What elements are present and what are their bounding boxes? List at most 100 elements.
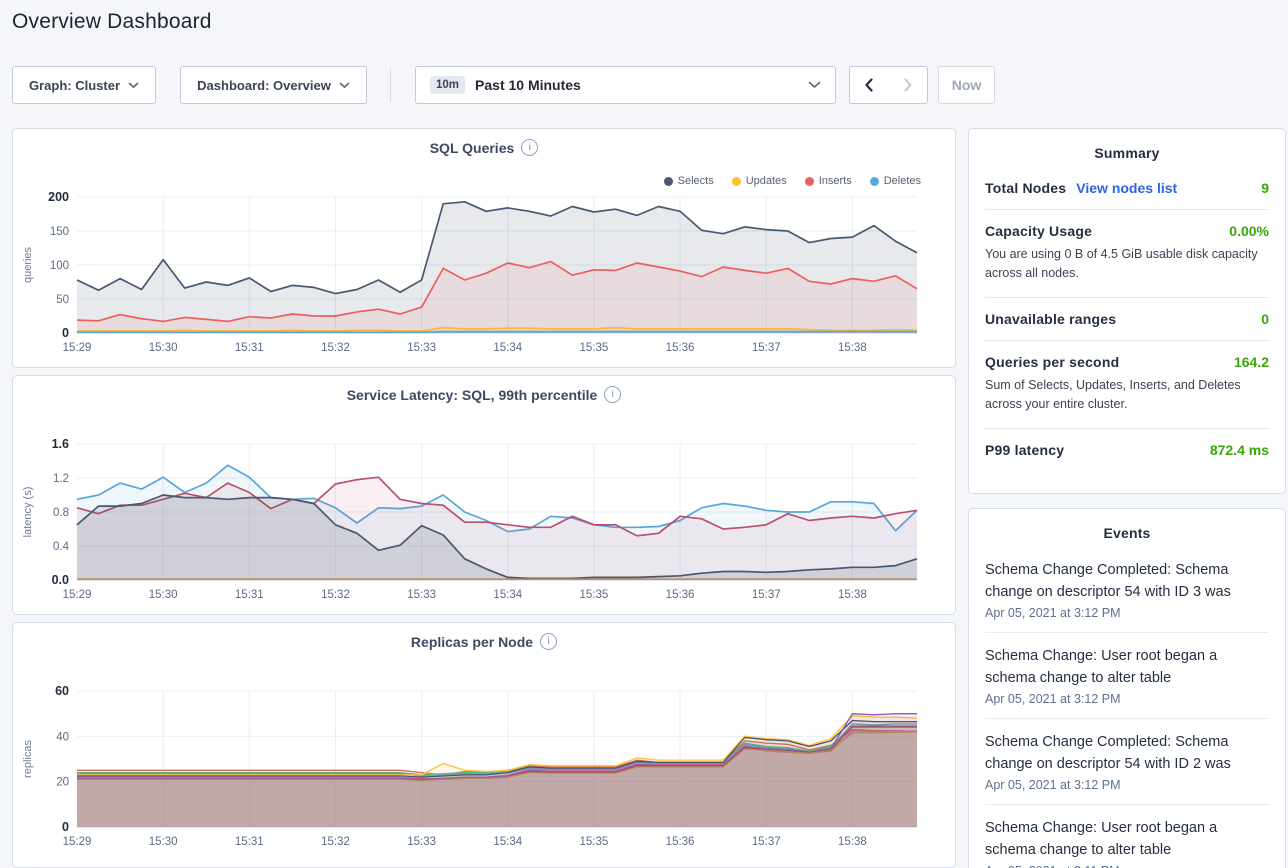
svg-text:15:34: 15:34 bbox=[493, 589, 522, 601]
graph-dropdown[interactable]: Graph: Cluster bbox=[12, 66, 156, 104]
svg-text:15:37: 15:37 bbox=[752, 589, 781, 601]
now-button[interactable]: Now bbox=[938, 66, 995, 104]
svg-text:0: 0 bbox=[62, 326, 69, 340]
chevron-down-icon bbox=[808, 81, 821, 88]
svg-text:15:34: 15:34 bbox=[493, 342, 522, 354]
svg-text:200: 200 bbox=[48, 190, 69, 204]
svg-text:60: 60 bbox=[55, 684, 69, 698]
view-nodes-list-link[interactable]: View nodes list bbox=[1076, 180, 1178, 196]
replicas-per-node-panel: Replicas per Node 15:2915:3015:3115:3215… bbox=[12, 622, 956, 868]
svg-text:15:31: 15:31 bbox=[235, 589, 264, 601]
capacity-usage-value: 0.00% bbox=[1229, 223, 1269, 239]
svg-text:1.6: 1.6 bbox=[52, 437, 69, 451]
svg-text:15:29: 15:29 bbox=[63, 342, 92, 354]
svg-text:queries: queries bbox=[22, 246, 34, 283]
svg-text:150: 150 bbox=[50, 226, 69, 238]
legend-item-selects: Selects bbox=[663, 175, 714, 187]
chevron-right-icon bbox=[903, 78, 912, 92]
summary-row-p99: P99 latency 872.4 ms bbox=[985, 429, 1269, 471]
capacity-usage-desc: You are using 0 B of 4.5 GiB usable disk… bbox=[985, 247, 1258, 281]
event-text: Schema Change: User root began a schema … bbox=[985, 648, 1218, 686]
sql-queries-chart[interactable]: 15:29 15:30 15:31 15:32 15:33 15:34 15:35 15:36… bbox=[17, 189, 947, 359]
summary-panel: Summary Total Nodes View nodes list 9 Ca… bbox=[968, 128, 1286, 494]
event-text: Schema Change Completed: Schema change o… bbox=[985, 734, 1231, 772]
chart-title: Service Latency: SQL, 99th percentile bbox=[346, 386, 598, 403]
dashboard-dropdown-label: Dashboard: Overview bbox=[197, 77, 331, 93]
event-item: Schema Change Completed: Schema change o… bbox=[985, 547, 1269, 632]
event-text: Schema Change Completed: Schema change o… bbox=[985, 562, 1231, 600]
legend-dot bbox=[804, 176, 814, 186]
service-latency-chart[interactable]: 15:29 15:30 15:31 15:32 15:33 15:34 15:35 15:36… bbox=[17, 436, 947, 606]
svg-text:15:30: 15:30 bbox=[149, 836, 178, 848]
svg-text:latency (s): latency (s) bbox=[22, 487, 34, 538]
events-panel: Events Schema Change Completed: Schema c… bbox=[968, 508, 1286, 868]
chevron-left-icon bbox=[865, 78, 873, 92]
summary-row-unavailable-ranges: Unavailable ranges 0 bbox=[985, 298, 1269, 341]
svg-text:15:31: 15:31 bbox=[235, 836, 264, 848]
chevron-down-icon bbox=[339, 82, 350, 88]
controls-divider bbox=[390, 68, 391, 102]
svg-text:15:33: 15:33 bbox=[407, 836, 436, 848]
svg-text:15:36: 15:36 bbox=[666, 342, 695, 354]
svg-text:15:38: 15:38 bbox=[838, 342, 867, 354]
svg-text:15:37: 15:37 bbox=[752, 342, 781, 354]
info-icon[interactable] bbox=[540, 633, 558, 650]
legend-label: Inserts bbox=[818, 175, 852, 187]
svg-text:15:31: 15:31 bbox=[235, 342, 264, 354]
graph-dropdown-label: Graph: Cluster bbox=[28, 77, 120, 93]
legend-dot bbox=[869, 176, 879, 186]
svg-text:15:33: 15:33 bbox=[407, 589, 436, 601]
svg-text:15:30: 15:30 bbox=[149, 589, 178, 601]
svg-text:20: 20 bbox=[56, 777, 69, 789]
time-range-badge: 10m bbox=[430, 76, 466, 94]
p99-latency-value: 872.4 ms bbox=[1209, 441, 1269, 458]
event-time: Apr 05, 2021 at 3:12 PM bbox=[985, 692, 1121, 706]
svg-text:15:34: 15:34 bbox=[493, 836, 522, 848]
summary-row-qps: Queries per second 164.2 Sum of Selects,… bbox=[985, 341, 1269, 429]
qps-value: 164.2 bbox=[1233, 353, 1269, 370]
service-latency-panel: Service Latency: SQL, 99th percentile 15… bbox=[12, 375, 956, 615]
svg-text:40: 40 bbox=[56, 731, 69, 743]
time-range-label: Past 10 Minutes bbox=[475, 77, 581, 93]
svg-text:15:32: 15:32 bbox=[321, 342, 350, 354]
info-icon[interactable] bbox=[521, 139, 539, 156]
time-range-selector[interactable]: 10m Past 10 Minutes bbox=[415, 66, 836, 104]
summary-title: Summary bbox=[1094, 145, 1160, 161]
chart-legend: Selects Updates Inserts Deletes bbox=[663, 175, 921, 187]
sql-queries-panel: SQL Queries Selects Updates Inserts Dele… bbox=[12, 128, 956, 368]
svg-text:15:29: 15:29 bbox=[63, 589, 92, 601]
event-time: Apr 05, 2021 at 3:12 PM bbox=[985, 778, 1121, 792]
legend-item-updates: Updates bbox=[731, 175, 787, 187]
svg-text:replicas: replicas bbox=[22, 740, 34, 778]
svg-text:0.0: 0.0 bbox=[52, 573, 69, 587]
summary-rows: Total Nodes View nodes list 9 Capacity U… bbox=[969, 167, 1285, 471]
time-prev-button[interactable] bbox=[849, 66, 889, 104]
legend-label: Updates bbox=[745, 175, 787, 187]
qps-label: Queries per second bbox=[985, 353, 1120, 370]
svg-text:15:36: 15:36 bbox=[666, 589, 695, 601]
svg-text:15:38: 15:38 bbox=[838, 589, 867, 601]
legend-dot bbox=[663, 176, 673, 186]
event-time: Apr 05, 2021 at 3:12 PM bbox=[985, 606, 1121, 620]
service-latency-title-row: Service Latency: SQL, 99th percentile bbox=[13, 386, 955, 403]
svg-text:50: 50 bbox=[56, 294, 69, 306]
svg-text:15:32: 15:32 bbox=[321, 836, 350, 848]
dashboard-dropdown[interactable]: Dashboard: Overview bbox=[180, 66, 367, 104]
page-title: Overview Dashboard bbox=[12, 10, 212, 33]
total-nodes-label: Total Nodes bbox=[985, 180, 1067, 196]
event-item: Schema Change Completed: Schema change o… bbox=[985, 718, 1269, 804]
svg-text:0: 0 bbox=[62, 820, 69, 834]
svg-text:1.2: 1.2 bbox=[53, 473, 69, 485]
time-next-button[interactable] bbox=[888, 66, 928, 104]
svg-text:15:36: 15:36 bbox=[666, 836, 695, 848]
legend-label: Selects bbox=[677, 175, 714, 187]
event-time: Apr 05, 2021 at 3:11 PM bbox=[985, 864, 1269, 868]
replicas-per-node-chart[interactable]: 15:29 15:30 15:31 15:32 15:33 15:34 15:35 15:36… bbox=[17, 683, 947, 853]
chart-title: Replicas per Node bbox=[410, 633, 534, 650]
info-icon[interactable] bbox=[604, 386, 622, 403]
event-item: Schema Change: User root began a schema … bbox=[985, 804, 1269, 868]
legend-item-inserts: Inserts bbox=[804, 175, 852, 187]
svg-text:15:33: 15:33 bbox=[407, 342, 436, 354]
chart-title: SQL Queries bbox=[429, 139, 515, 156]
